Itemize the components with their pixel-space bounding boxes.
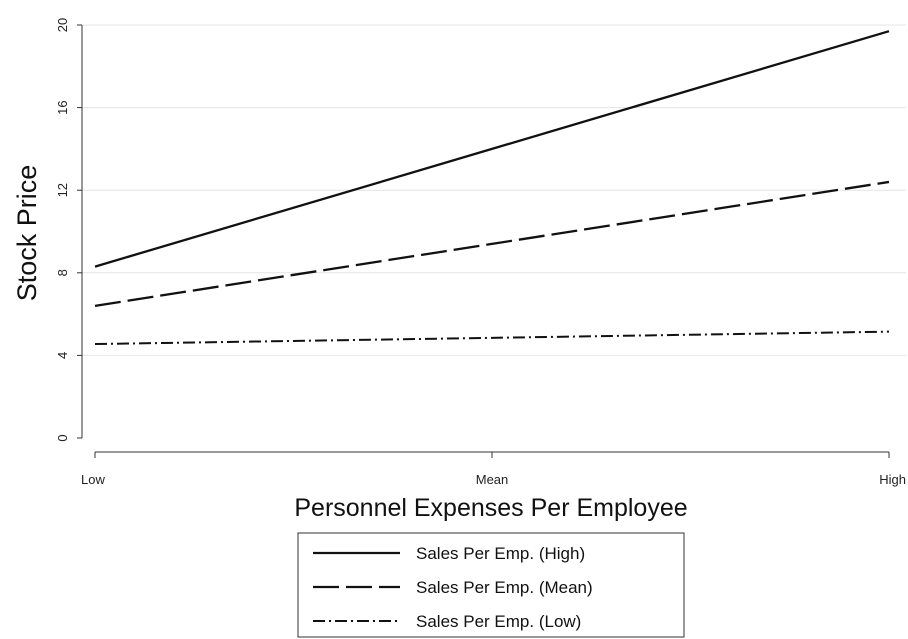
series-line-0	[94, 30, 890, 268]
x-tick-label-1: Mean	[476, 472, 509, 487]
y-axis: 0 4 8 12 16 20	[55, 18, 83, 442]
series-lines	[94, 30, 890, 346]
legend-label-1: Sales Per Emp. (Mean)	[416, 578, 593, 597]
x-tick-label-0: Low	[81, 472, 105, 487]
y-tick-label-1: 4	[55, 352, 70, 359]
y-tick-label-0: 0	[55, 434, 70, 441]
y-tick-label-5: 20	[55, 18, 70, 32]
y-axis-title: Stock Price	[12, 165, 42, 302]
x-axis-title: Personnel Expenses Per Employee	[294, 494, 687, 522]
legend: Sales Per Emp. (High) Sales Per Emp. (Mea…	[297, 532, 685, 638]
y-tick-label-2: 8	[55, 269, 70, 276]
series-line-2	[94, 330, 890, 346]
legend-label-2: Sales Per Emp. (Low)	[416, 612, 581, 631]
series-line-1	[94, 180, 890, 307]
y-tick-label-4: 16	[55, 100, 70, 114]
y-tick-label-3: 12	[55, 183, 70, 197]
legend-box	[297, 532, 685, 638]
legend-label-0: Sales Per Emp. (High)	[416, 544, 585, 563]
x-tick-label-2: High	[879, 472, 906, 487]
x-axis: Low Mean High	[81, 451, 906, 487]
grid-lines	[82, 24, 906, 356]
